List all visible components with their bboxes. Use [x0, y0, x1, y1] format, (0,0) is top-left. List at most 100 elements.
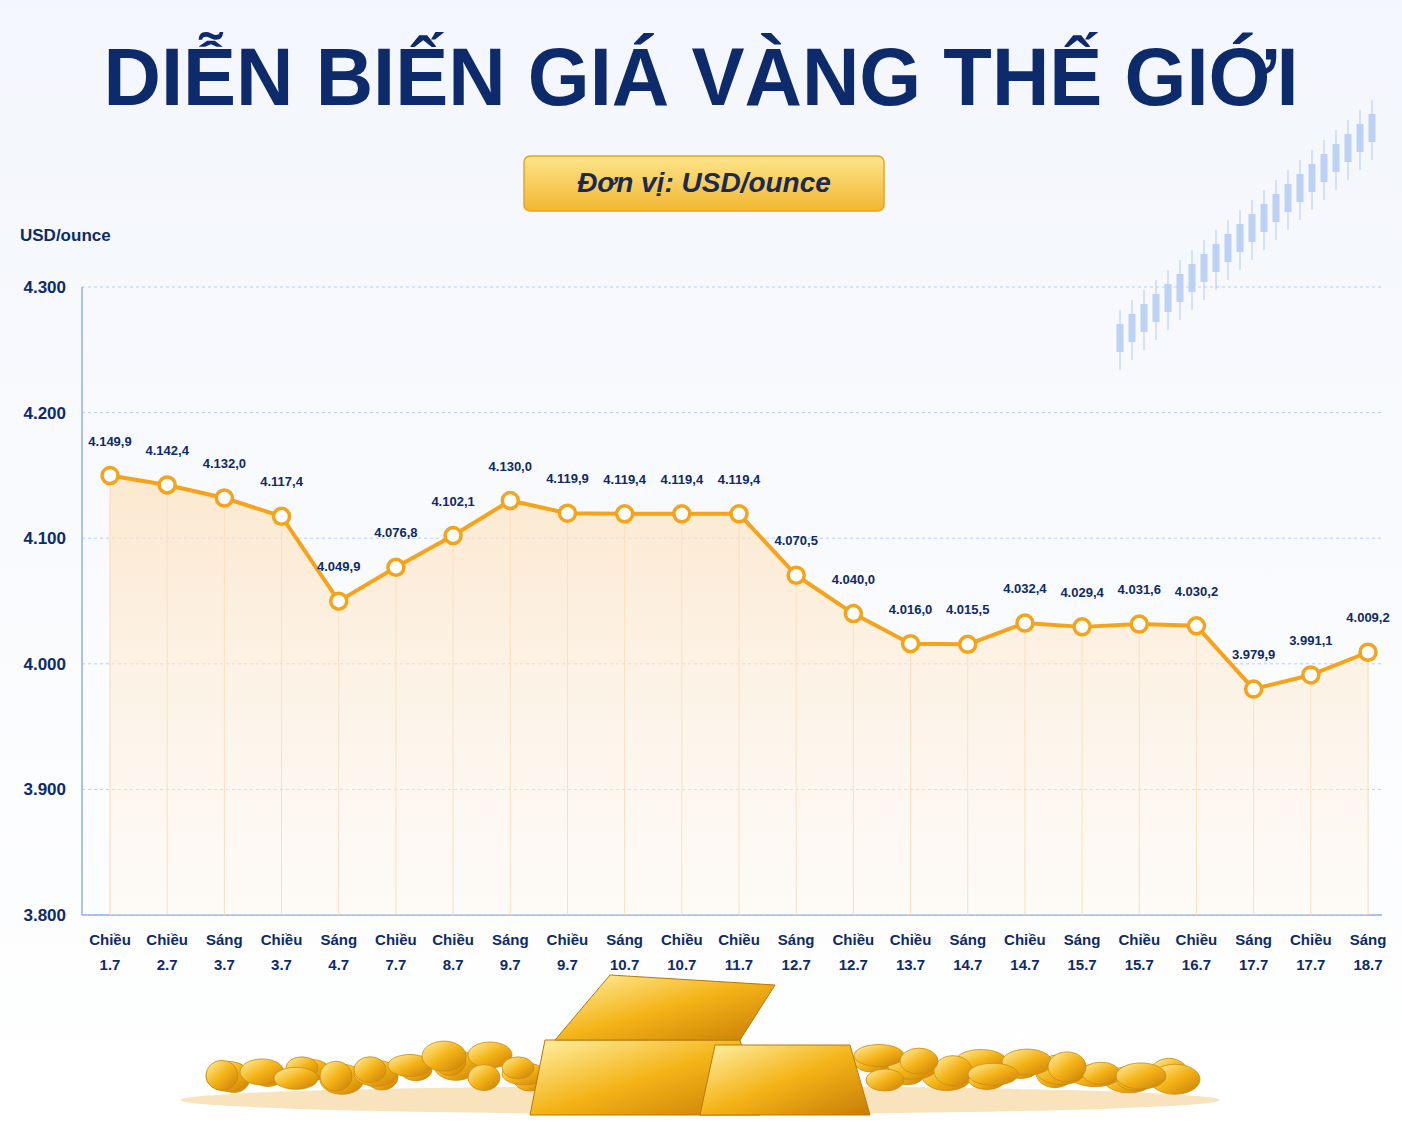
decor-candle: [1261, 204, 1268, 232]
gold-nugget: [468, 1065, 500, 1091]
x-tick-label: Sáng18.7: [1350, 931, 1387, 973]
marker: [1074, 619, 1090, 635]
x-tick-line: Chiều: [261, 931, 303, 948]
decor-candle: [1345, 134, 1352, 162]
data-label: 4.119,4: [603, 472, 646, 487]
marker: [274, 508, 290, 524]
x-tick-line: 15.7: [1125, 956, 1154, 973]
x-tick-line: 10.7: [667, 956, 696, 973]
x-tick-label: Sáng17.7: [1235, 931, 1272, 973]
x-tick-line: Sáng: [949, 931, 986, 948]
title: DIỄN BIẾN GIÁ VÀNG THẾ GIỚI: [104, 31, 1299, 122]
data-label: 4.031,6: [1118, 582, 1161, 597]
subtitle-box: [524, 156, 884, 211]
gold-nugget: [422, 1041, 466, 1071]
x-tick-line: Sáng: [492, 931, 529, 948]
gold-nugget: [274, 1067, 318, 1089]
data-label: 4.102,1: [431, 494, 474, 509]
marker: [502, 493, 518, 509]
x-tick-label: Chiều 1.7: [89, 931, 131, 973]
y-tick-label: 4.000: [23, 655, 66, 674]
data-label: 4.130,0: [489, 459, 532, 474]
decor-candle: [1249, 214, 1256, 242]
decor-candle: [1237, 224, 1244, 252]
x-tick-line: Sáng: [320, 931, 357, 948]
decor-candle: [1177, 274, 1184, 302]
decoration: [1117, 100, 1376, 370]
marker: [388, 559, 404, 575]
marker: [731, 506, 747, 522]
gold-nugget: [1116, 1063, 1166, 1089]
decor-candle: [1141, 304, 1148, 332]
x-tick-line: Chiều: [718, 931, 760, 948]
x-tick-label: Sáng15.7: [1064, 931, 1101, 973]
gold-nugget: [900, 1048, 938, 1074]
x-tick-line: 1.7: [100, 956, 121, 973]
x-tick-line: Chiều: [1118, 931, 1160, 948]
x-tick-line: Chiều: [89, 931, 131, 948]
gold-nugget: [354, 1057, 386, 1083]
y-tick-label: 3.900: [23, 780, 66, 799]
data-label: 4.049,9: [317, 559, 360, 574]
decor-candle: [1117, 324, 1124, 352]
data-label: 4.040,0: [832, 572, 875, 587]
marker: [845, 606, 861, 622]
x-tick-line: Chiều: [1004, 931, 1046, 948]
gold-nugget: [934, 1056, 972, 1086]
marker: [617, 506, 633, 522]
gold-decoration: [180, 975, 1220, 1115]
x-tick-line: 12.7: [782, 956, 811, 973]
marker: [960, 636, 976, 652]
data-label: 4.119,4: [718, 472, 761, 487]
marker: [674, 506, 690, 522]
x-tick-line: 7.7: [385, 956, 406, 973]
grid-line: [82, 287, 1382, 288]
decor-candle: [1297, 174, 1304, 202]
data-label: 3.979,9: [1232, 647, 1275, 662]
x-tick-line: Sáng: [1350, 931, 1387, 948]
decor-candle: [1369, 114, 1376, 142]
x-tick-label: Chiều17.7: [1290, 931, 1332, 973]
x-tick-line: 17.7: [1239, 956, 1268, 973]
x-tick-label: Chiều13.7: [890, 931, 932, 973]
decor-candle: [1357, 124, 1364, 152]
x-tick-line: 8.7: [443, 956, 464, 973]
x-tick-line: 3.7: [271, 956, 292, 973]
background: [0, 0, 1402, 1122]
data-label: 4.016,0: [889, 602, 932, 617]
x-tick-line: 11.7: [725, 956, 753, 973]
x-tick-label: Sáng14.7: [949, 931, 986, 973]
y-axis-label: USD/ounce: [20, 226, 111, 245]
data-label: 4.117,4: [260, 474, 303, 489]
gold-nugget: [502, 1057, 534, 1079]
decor-candle: [1213, 244, 1220, 272]
gold-nugget: [1082, 1062, 1120, 1084]
x-tick-line: 16.7: [1182, 956, 1211, 973]
decor-candle: [1321, 154, 1328, 182]
marker: [1017, 615, 1033, 631]
x-tick-label: Chiều7.7: [375, 931, 417, 973]
chart: DIỄN BIẾN GIÁ VÀNG THẾ GIỚIĐơn vị: USD/o…: [0, 0, 1402, 1122]
x-tick-line: 4.7: [328, 956, 349, 973]
marker: [559, 505, 575, 521]
x-tick-label: Chiều14.7: [1004, 931, 1046, 973]
gold-nugget: [866, 1069, 904, 1091]
x-tick-line: Sáng: [1064, 931, 1101, 948]
x-tick-line: Chiều: [146, 931, 188, 948]
marker: [788, 567, 804, 583]
x-tick-label: Sáng3.7: [206, 931, 243, 973]
x-tick-line: Sáng: [606, 931, 643, 948]
data-label: 4.076,8: [374, 525, 417, 540]
decor-candle: [1153, 294, 1160, 322]
data-label: 4.030,2: [1175, 584, 1218, 599]
x-tick-line: 13.7: [896, 956, 925, 973]
x-tick-line: Sáng: [206, 931, 243, 948]
x-tick-line: Sáng: [778, 931, 815, 948]
x-tick-line: 17.7: [1296, 956, 1325, 973]
x-tick-label: Chiều2.7: [146, 931, 188, 973]
decor-candle: [1201, 254, 1208, 282]
data-label: 4.032,4: [1003, 581, 1047, 596]
gold-nugget: [320, 1061, 352, 1091]
x-tick-line: 12.7: [839, 956, 868, 973]
decor-candle: [1189, 264, 1196, 292]
